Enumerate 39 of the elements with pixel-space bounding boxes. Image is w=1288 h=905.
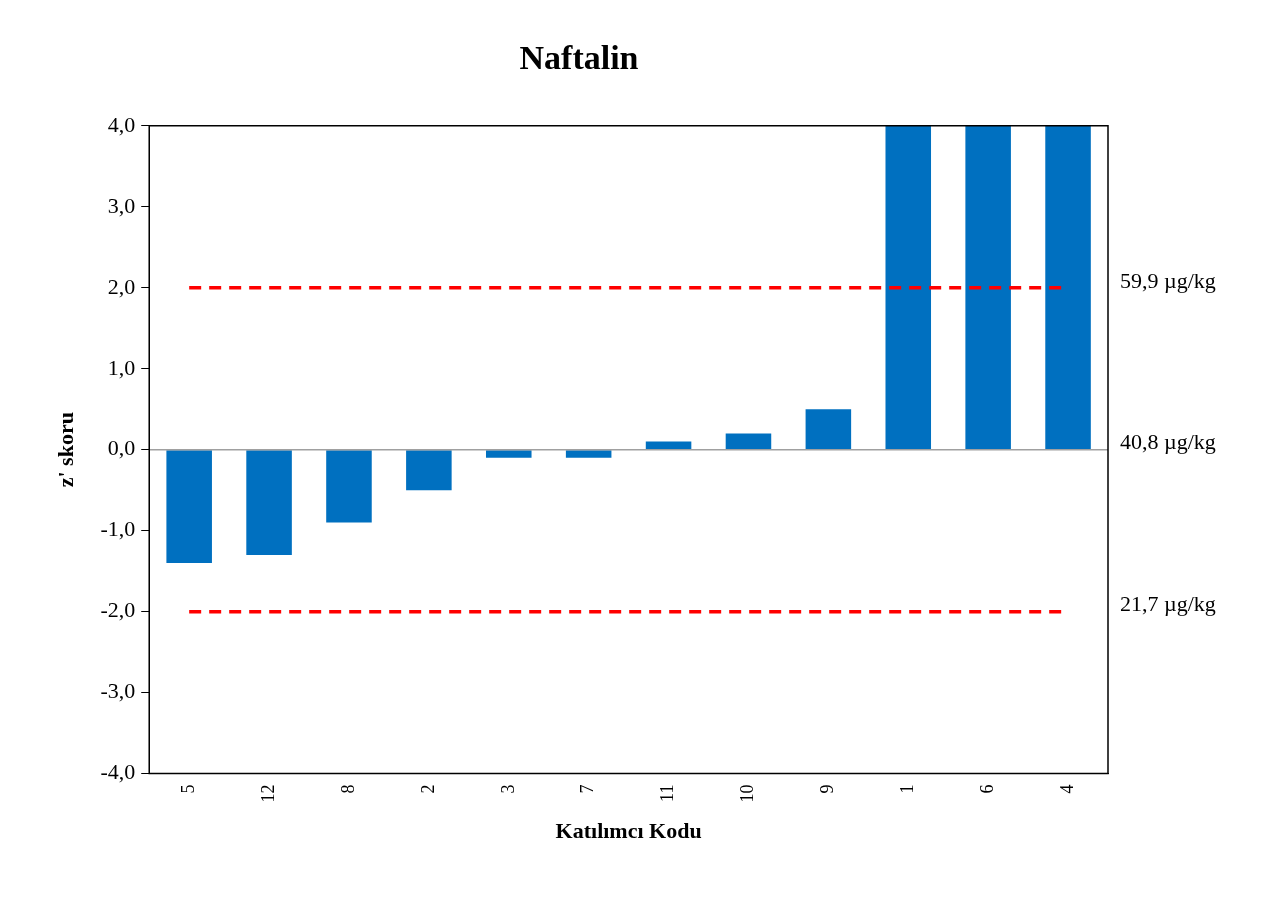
bar bbox=[166, 450, 212, 564]
bar bbox=[486, 450, 532, 458]
ref-line-label: 59,9 µg/kg bbox=[1120, 267, 1216, 293]
x-tick-label: 10 bbox=[737, 784, 758, 803]
x-tick-label: 2 bbox=[417, 784, 438, 794]
bar bbox=[805, 409, 852, 450]
ref-line-label: 21,7 µg/kg bbox=[1120, 591, 1216, 617]
bar bbox=[1045, 125, 1091, 450]
bar bbox=[565, 450, 612, 458]
y-tick-label: 0,0 bbox=[107, 435, 136, 461]
y-tick-label: 3,0 bbox=[107, 192, 136, 218]
y-tick-label: -4,0 bbox=[100, 759, 136, 785]
bar bbox=[885, 125, 932, 450]
bar bbox=[406, 450, 452, 491]
x-tick-label: 9 bbox=[817, 784, 838, 794]
x-tick-label: 5 bbox=[177, 784, 198, 794]
y-tick-label: -3,0 bbox=[100, 678, 136, 704]
y-tick-label: 1,0 bbox=[107, 354, 136, 380]
x-axis-title: Katılımcı Kodu bbox=[555, 818, 702, 844]
x-tick-label: 3 bbox=[497, 784, 518, 794]
x-tick-label: 8 bbox=[337, 784, 358, 794]
y-tick-label: -1,0 bbox=[100, 516, 136, 542]
x-tick-label: 12 bbox=[257, 784, 278, 803]
y-tick-label: 4,0 bbox=[107, 111, 136, 137]
chart-title: Naftalin bbox=[519, 39, 639, 77]
bar bbox=[725, 433, 772, 450]
y-axis-title: z' skoru bbox=[52, 412, 78, 488]
bar bbox=[326, 450, 372, 523]
ref-line-label: 40,8 µg/kg bbox=[1120, 429, 1216, 455]
bar bbox=[965, 125, 1011, 450]
x-tick-label: 6 bbox=[976, 784, 997, 794]
x-tick-label: 11 bbox=[657, 784, 678, 802]
x-tick-label: 1 bbox=[896, 784, 917, 794]
bar bbox=[246, 450, 292, 555]
x-tick-label: 7 bbox=[577, 784, 598, 794]
x-tick-label: 4 bbox=[1056, 784, 1077, 794]
y-tick-label: -2,0 bbox=[100, 597, 136, 623]
bar bbox=[645, 441, 692, 450]
y-tick-label: 2,0 bbox=[107, 273, 136, 299]
